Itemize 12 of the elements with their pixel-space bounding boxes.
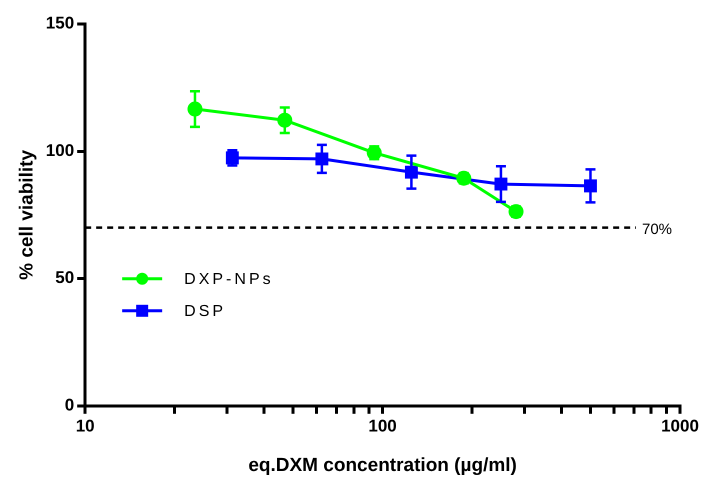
y-axis-title: % cell viability bbox=[16, 150, 38, 280]
y-tick-label: 50 bbox=[55, 268, 74, 288]
ref-line-label: 70% bbox=[642, 220, 672, 238]
x-axis-title: eq.DXM concentration (µg/ml) bbox=[248, 454, 517, 476]
x-tick-label: 10 bbox=[76, 416, 95, 436]
legend-label: DXP-NPs bbox=[184, 271, 274, 288]
y-tick-label: 150 bbox=[46, 14, 74, 33]
x-tick-label: 1000 bbox=[661, 416, 699, 436]
y-tick-label: 100 bbox=[46, 140, 74, 160]
legend-label: DSP bbox=[184, 303, 226, 320]
y-tick-label: 0 bbox=[64, 395, 74, 414]
x-tick-label: 100 bbox=[368, 416, 397, 436]
